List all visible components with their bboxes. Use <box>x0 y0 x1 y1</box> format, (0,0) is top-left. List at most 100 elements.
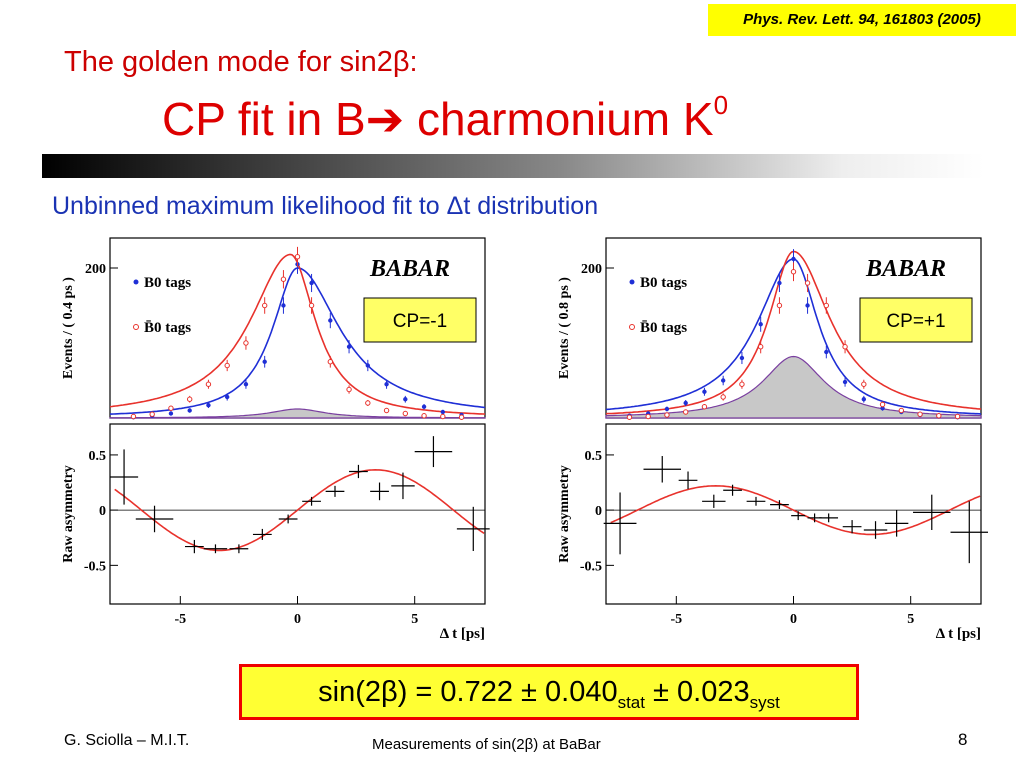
data-point-b0bar <box>664 412 670 418</box>
legend-marker-b0bar <box>133 324 139 330</box>
data-point-b0bar <box>917 411 923 417</box>
legend-label-b0bar: B̄0 tags <box>144 320 191 336</box>
data-point-b0 <box>880 406 885 411</box>
data-point-b0 <box>262 359 267 364</box>
y-tick-label-top: 200 <box>85 262 106 277</box>
y-tick-label-top: 200 <box>581 262 602 277</box>
data-point-b0 <box>861 397 867 402</box>
y-axis-label-top: Events / ( 0.8 ps ) <box>557 277 572 379</box>
legend-label-b0bar: B̄0 tags <box>640 320 687 336</box>
data-point-b0 <box>328 318 333 323</box>
data-point-b0bar <box>224 362 230 369</box>
data-point-b0bar <box>402 410 409 417</box>
data-point-b0bar <box>879 401 886 408</box>
result-prefix: sin(2β) = 0.722 ± 0.040 <box>318 676 618 708</box>
data-point-b0bar <box>294 254 301 260</box>
data-point-b0 <box>842 379 848 385</box>
data-point-b0bar <box>682 409 689 415</box>
y-tick-label-bottom: 0.5 <box>89 449 107 464</box>
data-point-b0bar <box>327 359 334 365</box>
page-number: 8 <box>958 730 968 749</box>
data-point-b0bar <box>626 414 633 420</box>
data-point-b0bar <box>149 411 155 417</box>
data-point-b0bar <box>205 381 212 387</box>
y-axis-label-top: Events / ( 0.4 ps ) <box>61 277 76 379</box>
result-stat-sub: stat <box>617 692 645 712</box>
gradient-divider-bar <box>42 154 984 178</box>
legend-label-b0: B0 tags <box>640 275 687 291</box>
data-point-b0 <box>365 363 371 368</box>
cp-label-box <box>363 297 477 343</box>
y-tick-label-bottom: -0.5 <box>84 559 106 574</box>
title-superscript: 0 <box>713 90 729 120</box>
legend-marker-b0bar <box>629 324 635 330</box>
x-tick-label: 5 <box>907 612 914 627</box>
experiment-label: BABAR <box>369 256 450 282</box>
y-axis-label-bottom: Raw asymmetry <box>61 465 76 563</box>
data-point-b0 <box>683 400 688 406</box>
data-point-b0bar <box>757 344 764 350</box>
data-point-b0 <box>224 394 230 400</box>
legend-label-b0: B0 tags <box>144 275 191 291</box>
data-point-b0bar <box>421 413 427 419</box>
data-point-b0bar <box>842 344 848 350</box>
y-tick-label-bottom: 0 <box>99 504 106 519</box>
asymmetry-fit-curve <box>610 484 981 536</box>
y-tick-label-bottom: -0.5 <box>580 559 602 574</box>
data-point-b0 <box>664 406 670 412</box>
data-point-b0bar <box>243 340 249 346</box>
plot-panel-cp-minus: 200 Events / ( 0.4 ps ) B0 tags B̄0 tags BAB… <box>61 237 490 642</box>
y-axis-label-bottom: Raw asymmetry <box>557 465 572 563</box>
data-point-b0bar <box>739 381 745 387</box>
x-axis-label: Δ t [ps] <box>440 626 485 642</box>
slide-subtitle: Unbinned maximum likelihood fit to Δt di… <box>52 192 599 220</box>
data-point-b0 <box>346 344 352 349</box>
x-tick-label: -5 <box>670 612 682 627</box>
experiment-label: BABAR <box>865 256 946 282</box>
plot-panel-cp-plus: 200 Events / ( 0.8 ps ) B0 tags B̄0 tags BAB… <box>557 237 988 642</box>
footer-title: Measurements of sin(2β) at BaBar <box>372 736 601 753</box>
cp-label-box <box>859 297 973 343</box>
legend-marker-b0 <box>133 279 139 285</box>
data-point-b0 <box>791 256 796 262</box>
bottom-plot-frame <box>605 423 982 605</box>
data-point-b0bar <box>936 413 942 419</box>
cp-label-text: CP=+1 <box>886 311 945 332</box>
title-main-text: CP fit in B➔ charmonium K <box>162 93 714 145</box>
asymmetry-fit-curve <box>114 468 485 552</box>
reference-box: Phys. Rev. Lett. 94, 161803 (2005) <box>708 4 1016 36</box>
bottom-plot-frame <box>109 423 486 605</box>
data-point-b0 <box>758 322 763 327</box>
x-tick-label: -5 <box>174 612 186 627</box>
data-point-b0bar <box>168 405 174 411</box>
result-box: sin(2β) = 0.722 ± 0.040stat ± 0.023syst <box>239 664 859 720</box>
data-point-b0 <box>206 403 211 408</box>
data-point-b0bar <box>308 302 315 309</box>
footer-author: G. Sciolla – M.I.T. <box>64 732 190 749</box>
slide-title-line1: The golden mode for sin2β: <box>64 46 418 78</box>
data-point-b0 <box>281 303 286 308</box>
data-point-b0bar <box>898 407 905 414</box>
data-point-b0 <box>243 382 249 387</box>
data-point-b0 <box>403 397 408 402</box>
data-point-b0 <box>739 355 745 361</box>
data-point-b0bar <box>365 400 371 406</box>
data-point-b0 <box>421 404 427 409</box>
data-point-b0bar <box>186 396 193 402</box>
y-tick-label-bottom: 0 <box>595 504 602 519</box>
x-tick-label: 0 <box>790 612 797 627</box>
data-point-b0bar <box>458 414 465 420</box>
data-point-b0 <box>702 389 707 394</box>
data-point-b0 <box>824 349 829 355</box>
data-point-b0bar <box>720 394 726 400</box>
data-point-b0bar <box>776 302 783 309</box>
data-point-b0 <box>309 280 314 286</box>
data-point-b0 <box>384 382 389 387</box>
data-point-b0 <box>720 378 726 383</box>
data-point-b0bar <box>861 381 867 387</box>
x-axis-label: Δ t [ps] <box>936 626 981 642</box>
x-tick-label: 0 <box>294 612 301 627</box>
data-point-b0bar <box>954 413 961 420</box>
data-point-b0bar <box>790 269 797 275</box>
data-point-b0 <box>440 409 446 415</box>
